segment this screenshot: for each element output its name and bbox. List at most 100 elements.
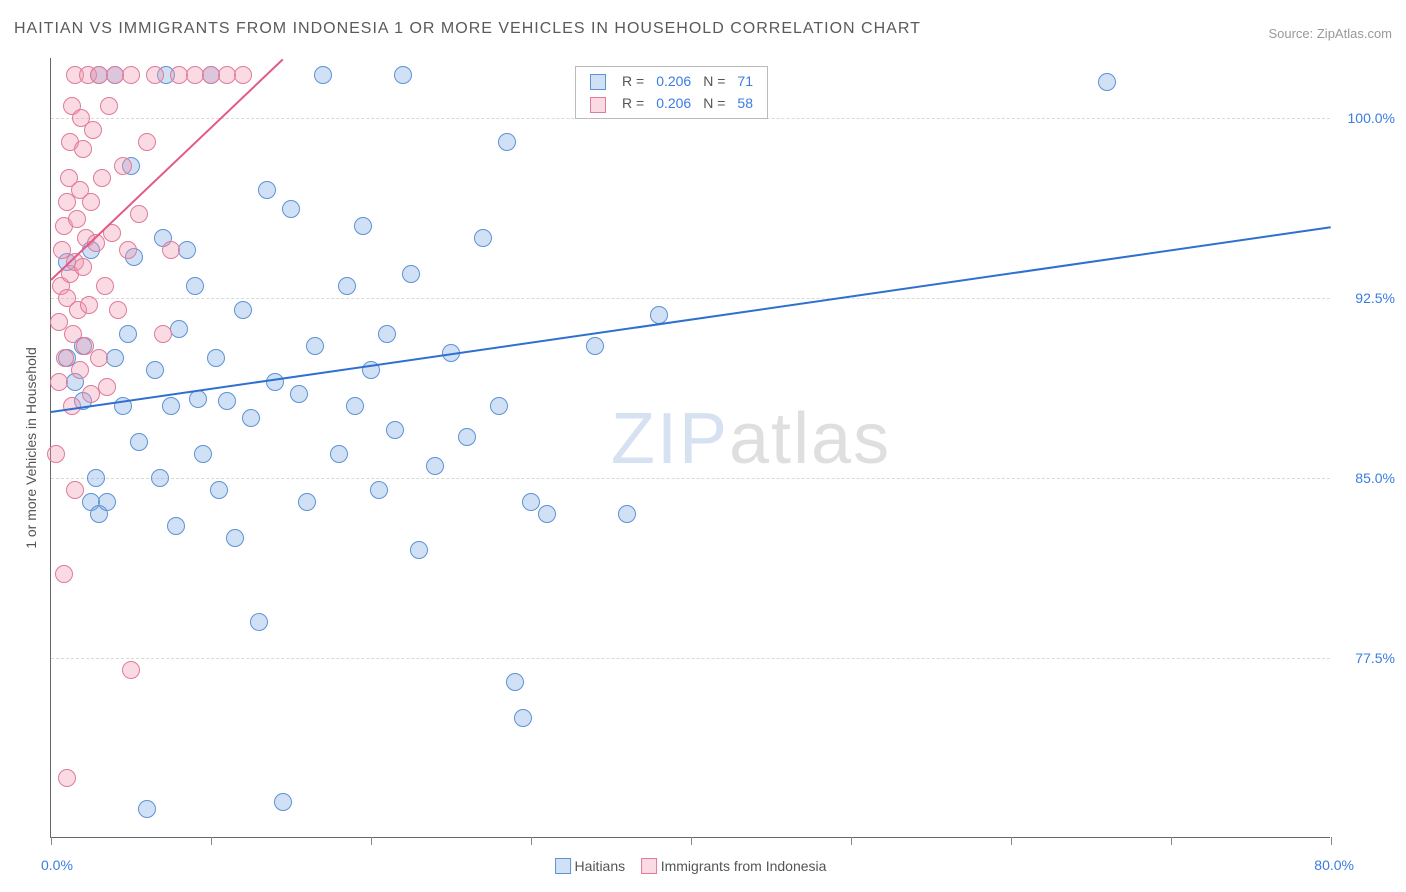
scatter-point (80, 296, 98, 314)
scatter-point (514, 709, 532, 727)
chart-container: HAITIAN VS IMMIGRANTS FROM INDONESIA 1 O… (0, 0, 1406, 892)
y-axis-label: 1 or more Vehicles in Household (23, 347, 39, 549)
scatter-point (234, 66, 252, 84)
watermark: ZIPatlas (611, 398, 891, 480)
scatter-point (167, 517, 185, 535)
legend-swatch (641, 858, 657, 874)
scatter-point (250, 613, 268, 631)
scatter-point (474, 229, 492, 247)
gridline (51, 478, 1330, 479)
scatter-point (410, 541, 428, 559)
scatter-point (506, 673, 524, 691)
scatter-point (458, 428, 476, 446)
scatter-point (386, 421, 404, 439)
trend-line (51, 226, 1331, 413)
legend-n-value: 71 (731, 70, 759, 92)
x-tick (1171, 837, 1172, 845)
scatter-point (138, 133, 156, 151)
scatter-point (490, 397, 508, 415)
scatter-point (218, 392, 236, 410)
x-tick (1331, 837, 1332, 845)
x-tick (851, 837, 852, 845)
scatter-point (122, 661, 140, 679)
scatter-point (586, 337, 604, 355)
legend-r-label: R = (616, 92, 650, 114)
scatter-point (122, 66, 140, 84)
x-tick (1011, 837, 1012, 845)
x-tick (371, 837, 372, 845)
legend-swatch (555, 858, 571, 874)
scatter-point (130, 205, 148, 223)
legend-r-value: 0.206 (650, 92, 697, 114)
x-tick (211, 837, 212, 845)
scatter-point (98, 378, 116, 396)
scatter-point (146, 66, 164, 84)
scatter-point (93, 169, 111, 187)
legend-n-label: N = (697, 70, 731, 92)
scatter-point (330, 445, 348, 463)
scatter-point (138, 800, 156, 818)
scatter-point (170, 320, 188, 338)
scatter-point (154, 325, 172, 343)
scatter-point (66, 481, 84, 499)
scatter-point (47, 445, 65, 463)
scatter-point (298, 493, 316, 511)
scatter-point (226, 529, 244, 547)
scatter-point (306, 337, 324, 355)
scatter-point (119, 241, 137, 259)
watermark-zip: ZIP (611, 399, 729, 479)
scatter-point (266, 373, 284, 391)
scatter-point (96, 277, 114, 295)
scatter-point (618, 505, 636, 523)
scatter-point (282, 200, 300, 218)
scatter-point (90, 349, 108, 367)
scatter-point (109, 301, 127, 319)
scatter-point (498, 133, 516, 151)
scatter-point (274, 793, 292, 811)
scatter-point (402, 265, 420, 283)
scatter-point (50, 373, 68, 391)
scatter-point (538, 505, 556, 523)
legend-swatch (590, 97, 606, 113)
scatter-point (242, 409, 260, 427)
y-tick-label: 100.0% (1335, 110, 1395, 126)
y-tick-label: 92.5% (1335, 290, 1395, 306)
scatter-point (354, 217, 372, 235)
scatter-point (1098, 73, 1116, 91)
scatter-point (346, 397, 364, 415)
scatter-point (426, 457, 444, 475)
scatter-point (106, 349, 124, 367)
scatter-point (207, 349, 225, 367)
scatter-point (84, 121, 102, 139)
legend-swatch (590, 74, 606, 90)
scatter-point (114, 157, 132, 175)
scatter-point (258, 181, 276, 199)
x-tick (691, 837, 692, 845)
gridline (51, 298, 1330, 299)
scatter-point (290, 385, 308, 403)
legend-n-value: 58 (731, 92, 759, 114)
scatter-point (58, 769, 76, 787)
scatter-point (378, 325, 396, 343)
scatter-point (338, 277, 356, 295)
scatter-point (87, 469, 105, 487)
scatter-point (234, 301, 252, 319)
scatter-point (130, 433, 148, 451)
scatter-point (370, 481, 388, 499)
gridline (51, 658, 1330, 659)
scatter-point (314, 66, 332, 84)
scatter-point (394, 66, 412, 84)
scatter-point (100, 97, 118, 115)
watermark-atlas: atlas (729, 399, 891, 479)
scatter-point (194, 445, 212, 463)
legend-series-label: Immigrants from Indonesia (661, 858, 827, 874)
scatter-point (98, 493, 116, 511)
scatter-point (162, 241, 180, 259)
scatter-point (68, 210, 86, 228)
scatter-point (162, 397, 180, 415)
plot-area: 1 or more Vehicles in Household 77.5%85.… (50, 58, 1330, 838)
x-axis-max-label: 80.0% (1314, 857, 1354, 873)
chart-title: HAITIAN VS IMMIGRANTS FROM INDONESIA 1 O… (14, 20, 921, 38)
scatter-point (210, 481, 228, 499)
legend-n-label: N = (697, 92, 731, 114)
